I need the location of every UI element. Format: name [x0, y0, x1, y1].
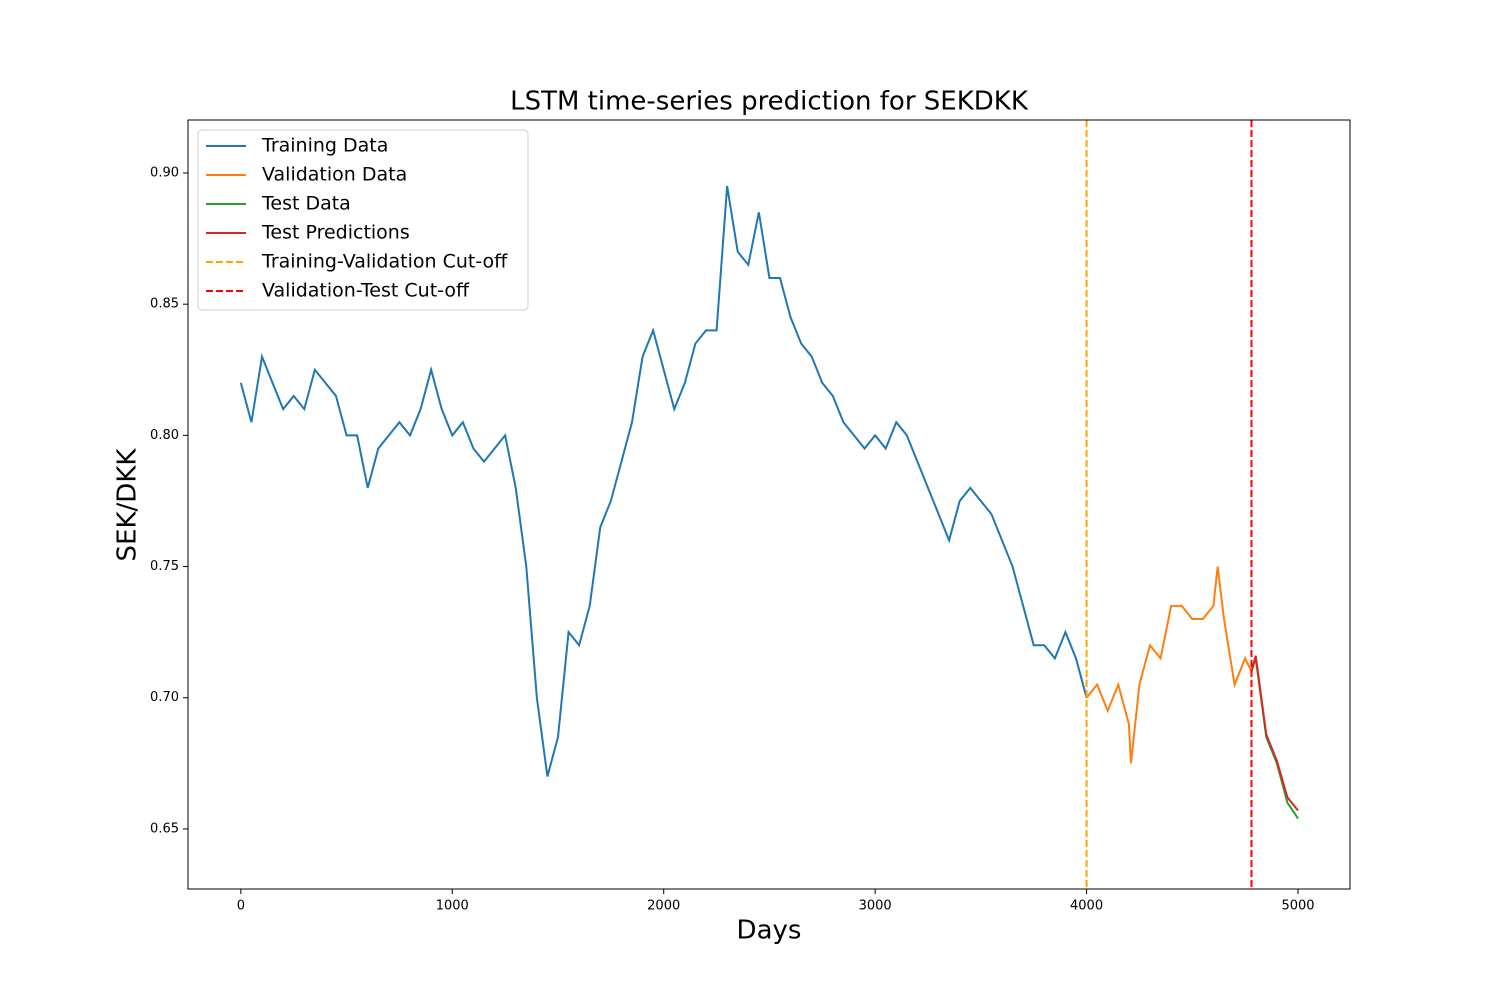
- x-tick-label: 4000: [1070, 899, 1103, 914]
- legend-label: Validation Data: [262, 164, 407, 186]
- x-tick-label: 0: [237, 899, 245, 914]
- legend-label: Training Data: [261, 135, 388, 157]
- legend-box: [197, 129, 529, 311]
- chart-title: LSTM time-series prediction for SEKDKK: [510, 87, 1029, 117]
- y-axis-label: SEK/DKK: [113, 448, 143, 562]
- y-tick-label: 0.70: [150, 690, 179, 705]
- series-line: [239, 185, 1088, 777]
- y-tick-label: 0.85: [150, 297, 179, 312]
- legend-label: Training-Validation Cut-off: [261, 251, 508, 273]
- legend-label: Test Predictions: [261, 222, 410, 244]
- series-line: [1250, 655, 1299, 812]
- y-tick-label: 0.80: [150, 428, 179, 443]
- plot-frame: [187, 119, 1351, 890]
- series-line: [1085, 566, 1253, 764]
- y-tick-label: 0.90: [150, 165, 179, 180]
- x-tick-label: 5000: [1281, 899, 1314, 914]
- legend-label: Test Data: [261, 193, 351, 215]
- x-tick-label: 2000: [647, 899, 680, 914]
- y-tick-label: 0.65: [150, 821, 179, 836]
- x-axis-label: Days: [737, 916, 802, 946]
- y-tick-label: 0.75: [150, 559, 179, 574]
- x-tick-label: 1000: [436, 899, 469, 914]
- legend-label: Validation-Test Cut-off: [262, 280, 470, 302]
- x-tick-label: 3000: [859, 899, 892, 914]
